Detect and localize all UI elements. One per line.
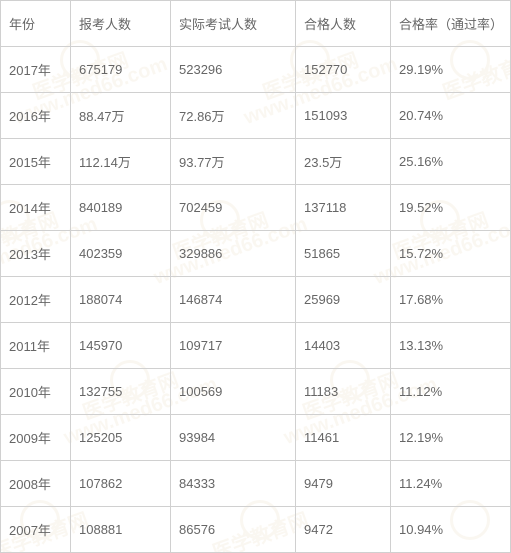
table-row: 2017年 675179 523296 152770 29.19% [1, 47, 511, 93]
table-row: 2014年 840189 702459 137118 19.52% [1, 185, 511, 231]
cell-rate: 29.19% [391, 47, 511, 93]
cell-apply: 125205 [71, 415, 171, 461]
table-row: 2012年 188074 146874 25969 17.68% [1, 277, 511, 323]
table-row: 2013年 402359 329886 51865 15.72% [1, 231, 511, 277]
cell-actual: 100569 [171, 369, 296, 415]
cell-rate: 17.68% [391, 277, 511, 323]
cell-pass: 9472 [296, 507, 391, 553]
col-header-pass: 合格人数 [296, 1, 391, 47]
cell-pass: 51865 [296, 231, 391, 277]
cell-rate: 15.72% [391, 231, 511, 277]
cell-apply: 88.47万 [71, 93, 171, 139]
cell-actual: 93984 [171, 415, 296, 461]
cell-actual: 84333 [171, 461, 296, 507]
cell-apply: 675179 [71, 47, 171, 93]
cell-rate: 11.12% [391, 369, 511, 415]
exam-stats-table: 年份 报考人数 实际考试人数 合格人数 合格率（通过率） 2017年 67517… [0, 0, 511, 553]
table-row: 2015年 112.14万 93.77万 23.5万 25.16% [1, 139, 511, 185]
cell-apply: 132755 [71, 369, 171, 415]
cell-year: 2011年 [1, 323, 71, 369]
cell-year: 2008年 [1, 461, 71, 507]
cell-year: 2012年 [1, 277, 71, 323]
cell-actual: 93.77万 [171, 139, 296, 185]
table-body: 2017年 675179 523296 152770 29.19% 2016年 … [1, 47, 511, 553]
cell-pass: 151093 [296, 93, 391, 139]
table-row: 2011年 145970 109717 14403 13.13% [1, 323, 511, 369]
cell-apply: 108881 [71, 507, 171, 553]
table-row: 2007年 108881 86576 9472 10.94% [1, 507, 511, 553]
cell-apply: 112.14万 [71, 139, 171, 185]
cell-rate: 12.19% [391, 415, 511, 461]
table-header-row: 年份 报考人数 实际考试人数 合格人数 合格率（通过率） [1, 1, 511, 47]
table-row: 2009年 125205 93984 11461 12.19% [1, 415, 511, 461]
cell-year: 2007年 [1, 507, 71, 553]
cell-rate: 19.52% [391, 185, 511, 231]
table-row: 2016年 88.47万 72.86万 151093 20.74% [1, 93, 511, 139]
cell-rate: 25.16% [391, 139, 511, 185]
col-header-apply: 报考人数 [71, 1, 171, 47]
cell-actual: 702459 [171, 185, 296, 231]
cell-apply: 402359 [71, 231, 171, 277]
cell-apply: 107862 [71, 461, 171, 507]
cell-actual: 109717 [171, 323, 296, 369]
cell-pass: 14403 [296, 323, 391, 369]
cell-year: 2015年 [1, 139, 71, 185]
cell-year: 2013年 [1, 231, 71, 277]
cell-apply: 188074 [71, 277, 171, 323]
cell-year: 2010年 [1, 369, 71, 415]
cell-rate: 20.74% [391, 93, 511, 139]
col-header-rate: 合格率（通过率） [391, 1, 511, 47]
table-row: 2008年 107862 84333 9479 11.24% [1, 461, 511, 507]
table-row: 2010年 132755 100569 11183 11.12% [1, 369, 511, 415]
cell-pass: 11183 [296, 369, 391, 415]
cell-actual: 146874 [171, 277, 296, 323]
cell-year: 2014年 [1, 185, 71, 231]
cell-apply: 145970 [71, 323, 171, 369]
cell-year: 2009年 [1, 415, 71, 461]
cell-apply: 840189 [71, 185, 171, 231]
cell-pass: 23.5万 [296, 139, 391, 185]
cell-pass: 137118 [296, 185, 391, 231]
cell-rate: 13.13% [391, 323, 511, 369]
cell-pass: 11461 [296, 415, 391, 461]
cell-actual: 523296 [171, 47, 296, 93]
cell-actual: 72.86万 [171, 93, 296, 139]
cell-pass: 9479 [296, 461, 391, 507]
col-header-actual: 实际考试人数 [171, 1, 296, 47]
cell-actual: 86576 [171, 507, 296, 553]
cell-year: 2017年 [1, 47, 71, 93]
cell-pass: 25969 [296, 277, 391, 323]
cell-pass: 152770 [296, 47, 391, 93]
cell-actual: 329886 [171, 231, 296, 277]
cell-rate: 11.24% [391, 461, 511, 507]
col-header-year: 年份 [1, 1, 71, 47]
cell-year: 2016年 [1, 93, 71, 139]
cell-rate: 10.94% [391, 507, 511, 553]
